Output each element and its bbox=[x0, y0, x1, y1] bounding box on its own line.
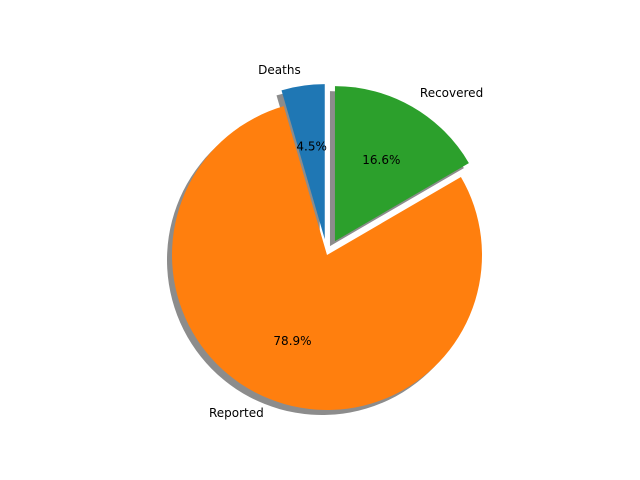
slice-label-reported: Reported bbox=[209, 406, 264, 420]
label-layer: Deaths 4.5% Reported 78.9% Recovered 16.6% bbox=[209, 63, 483, 420]
wedge-deaths bbox=[281, 84, 325, 240]
pct-label-recovered: 16.6% bbox=[362, 153, 400, 167]
pct-label-deaths: 4.5% bbox=[296, 140, 327, 154]
wedge-reported bbox=[171, 106, 482, 410]
wedge-recovered bbox=[334, 86, 469, 242]
pct-label-reported: 78.9% bbox=[273, 334, 311, 348]
slice-label-deaths: Deaths bbox=[258, 63, 301, 77]
slice-label-recovered: Recovered bbox=[420, 86, 483, 100]
wedge-layer bbox=[171, 84, 482, 410]
